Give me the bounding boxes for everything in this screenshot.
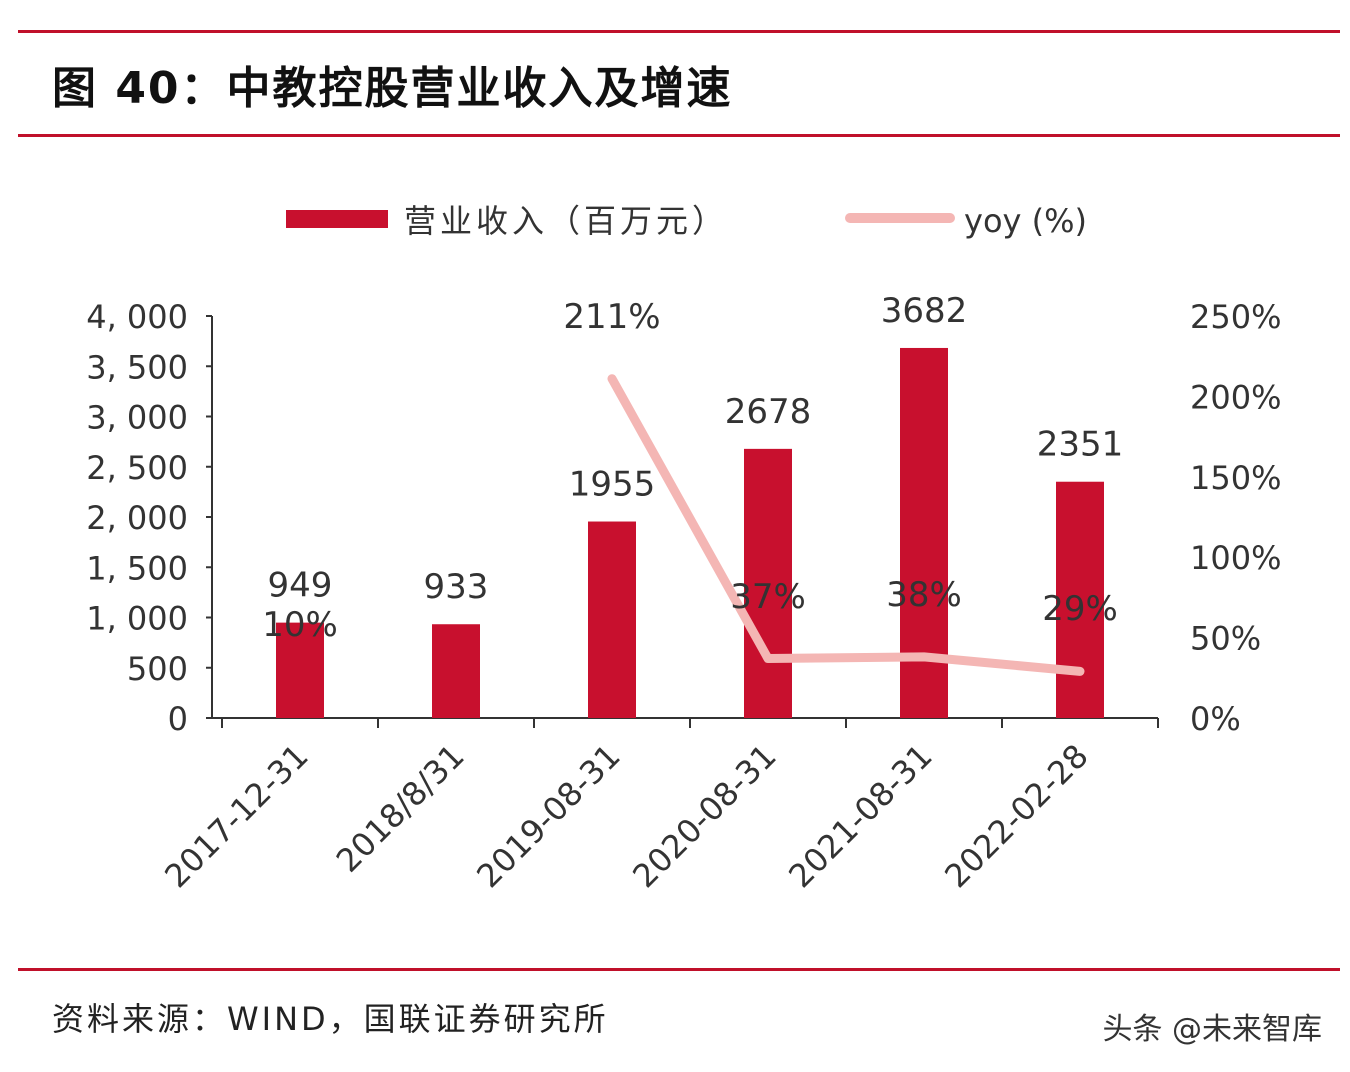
y-left-tick-label: 1, 500 [86,549,188,587]
yoy-data-label: 211% [563,297,660,337]
yoy-line [607,374,1085,676]
x-tick-label: 2017-12-31 [157,737,315,895]
y-left-tick-label: 3, 000 [86,399,188,437]
revenue-bar [744,448,792,718]
source-note: 资料来源：WIND，国联证券研究所 [52,1000,609,1038]
legend-swatch-revenue [286,210,388,228]
x-tick-label: 2021-08-31 [781,737,939,895]
x-axis: 2017-12-31 2018/8/312019-08-312020-08-312… [157,717,1159,895]
page-title: 图 40：中教控股营业收入及增速 [52,63,733,114]
x-tick-label: 2020-08-31 [625,737,783,895]
revenue-data-label: 949 [268,566,333,606]
yoy-data-label: 10% [262,605,338,645]
legend: 营业收入（百万元） yoy (%) [286,202,1087,240]
bottom-rule [18,968,1340,971]
revenue-bars [276,347,1104,718]
x-tick-label: 2019-08-31 [469,737,627,895]
y-left-tick-label: 500 [127,650,188,688]
revenue-data-label: 2351 [1037,425,1124,465]
revenue-data-label: 933 [424,567,489,607]
revenue-data-label: 1955 [569,465,656,505]
revenue-bar [1056,481,1104,718]
y-left-tick-label: 2, 500 [86,449,188,487]
yoy-data-label: 38% [886,575,962,615]
revenue-data-label: 3682 [881,291,968,331]
data-labels: 949 933 1955 2678 3682 2351 10% 211% 37% 38% 29% [262,291,1123,645]
top-rule [18,30,1340,33]
y-right-tick-label: 100% [1190,539,1281,577]
y-axis-right: 0% 50% 100% 150% 200% 250% [1190,298,1281,738]
x-tick-label: 2018/8/31 [329,737,472,880]
x-tick-label: 2022-02-28 [937,737,1095,895]
yoy-line-path [607,374,1085,676]
y-left-tick-label: 2, 000 [86,499,188,537]
y-left-tick-label: 0 [168,700,188,738]
legend-label-yoy: yoy (%) [964,202,1087,240]
title-underline [18,134,1340,137]
y-right-tick-label: 150% [1190,459,1281,497]
y-right-tick-label: 200% [1190,378,1281,416]
y-left-tick-label: 4, 000 [86,298,188,336]
y-axis-left: 0 500 1, 000 1, 500 2, 000 2, 500 3, 000 3, 500… [86,298,213,738]
yoy-data-label: 37% [730,577,806,617]
revenue-bar [432,624,480,718]
y-left-tick-label: 3, 500 [86,348,188,386]
y-right-tick-label: 50% [1190,620,1261,658]
revenue-data-label: 2678 [725,392,812,432]
y-right-tick-label: 0% [1190,700,1241,738]
y-left-tick-label: 1, 000 [86,600,188,638]
y-right-tick-label: 250% [1190,298,1281,336]
watermark: 头条 @未来智库 [1102,1012,1322,1047]
yoy-data-label: 29% [1042,589,1118,629]
legend-label-revenue: 营业收入（百万元） [404,202,728,240]
revenue-bar [588,521,636,718]
revenue-chart: 营业收入（百万元） yoy (%) 0 500 1, 000 1, 500 2, 000… [86,202,1281,895]
revenue-bar [276,622,324,718]
